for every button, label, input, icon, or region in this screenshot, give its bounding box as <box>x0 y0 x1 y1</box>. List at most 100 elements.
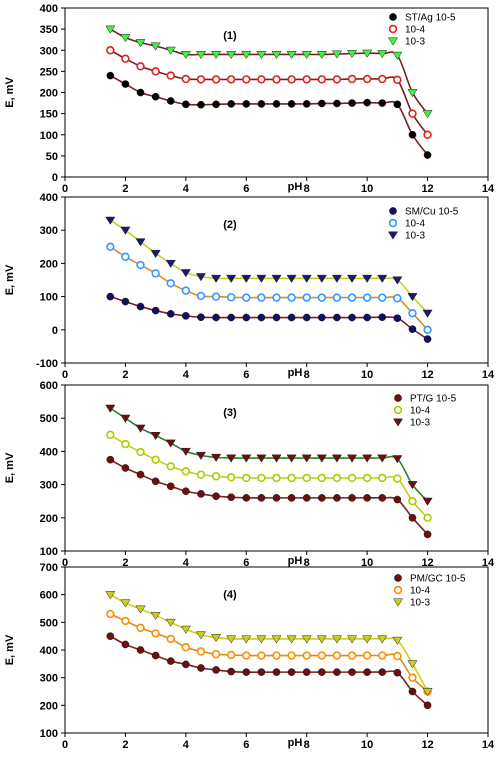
data-point <box>378 668 387 676</box>
data-point <box>346 50 358 59</box>
data-point <box>316 274 327 283</box>
data-point <box>135 605 146 614</box>
data-point <box>135 424 146 433</box>
data-point <box>241 454 252 463</box>
data-point <box>423 130 432 139</box>
y-tick-label: 200 <box>40 88 58 100</box>
data-point <box>212 313 220 322</box>
y-tick-label: 250 <box>40 66 58 78</box>
data-point <box>211 75 221 84</box>
data-point <box>362 651 372 660</box>
y-tick-label: 100 <box>40 292 58 304</box>
data-point <box>393 100 402 109</box>
y-tick-label: 100 <box>40 546 58 558</box>
data-point <box>318 494 326 502</box>
legend-label: 10-3 <box>405 231 425 242</box>
data-point <box>287 313 296 322</box>
data-point <box>332 473 342 483</box>
data-point <box>197 100 205 109</box>
data-point <box>393 495 402 504</box>
data-point <box>151 92 160 101</box>
data-point <box>302 473 311 483</box>
legend-marker <box>387 37 399 46</box>
data-point <box>286 274 297 283</box>
data-point <box>272 651 281 660</box>
data-point <box>256 51 267 60</box>
data-point <box>333 668 341 676</box>
data-point <box>287 75 296 84</box>
legend-marker <box>394 574 402 582</box>
data-point <box>151 455 160 464</box>
data-point <box>348 99 356 107</box>
legend-marker <box>392 598 404 607</box>
data-point <box>408 130 417 139</box>
data-point <box>212 100 220 109</box>
x-tick-label: 6 <box>243 369 249 381</box>
data-point <box>211 634 222 643</box>
data-point <box>333 99 341 108</box>
data-point <box>166 71 175 80</box>
x-tick-label: 2 <box>122 369 128 381</box>
data-point <box>333 313 341 322</box>
legend-marker <box>393 405 403 415</box>
data-point <box>331 635 342 644</box>
data-point <box>257 668 266 676</box>
legend-label: 10-3 <box>405 37 425 48</box>
y-tick-label: 500 <box>40 617 58 629</box>
data-point <box>423 530 432 539</box>
data-point <box>318 99 326 108</box>
data-point <box>408 687 417 696</box>
data-point <box>151 67 160 76</box>
data-point <box>348 494 356 502</box>
data-point <box>408 673 417 682</box>
data-point <box>407 481 418 490</box>
y-tick-label: 200 <box>40 258 58 270</box>
data-point <box>423 151 432 159</box>
data-point <box>362 454 373 463</box>
data-point <box>316 454 327 463</box>
data-point <box>150 42 161 51</box>
data-point <box>121 80 130 88</box>
legend-label: PT/G 10-5 <box>410 394 457 405</box>
series-line <box>110 295 429 340</box>
data-point <box>272 293 281 302</box>
data-point <box>105 591 116 600</box>
data-point <box>166 97 175 105</box>
data-point <box>121 439 130 449</box>
data-point <box>181 74 191 84</box>
data-point <box>272 473 281 483</box>
data-point <box>363 668 371 676</box>
x-tick-label: 14 <box>482 183 495 195</box>
series-line <box>109 74 429 156</box>
data-point <box>120 226 131 235</box>
data-point <box>165 46 176 55</box>
data-point <box>317 293 327 302</box>
data-point <box>242 100 251 108</box>
legend-marker <box>394 394 402 402</box>
data-point <box>301 635 312 644</box>
y-tick-label: 400 <box>40 3 58 15</box>
data-point <box>271 454 282 463</box>
data-point <box>121 297 130 306</box>
data-point <box>242 75 251 84</box>
data-point <box>257 473 266 483</box>
data-point <box>422 110 433 119</box>
y-tick-label: 0 <box>52 325 58 337</box>
data-point <box>151 651 160 660</box>
x-tick-label: 2 <box>122 183 128 195</box>
data-point <box>242 651 251 660</box>
data-point <box>226 75 236 84</box>
data-point <box>241 51 252 60</box>
data-point <box>392 636 403 645</box>
x-tick-label: 8 <box>304 183 310 195</box>
data-point <box>135 39 146 48</box>
legend-label: 10-4 <box>410 586 430 597</box>
data-point <box>286 454 297 463</box>
y-tick-label: 500 <box>40 413 58 425</box>
y-tick-label: 300 <box>40 225 58 237</box>
data-point <box>166 310 175 318</box>
data-point <box>331 50 342 59</box>
data-point <box>331 454 342 463</box>
series-line <box>109 613 429 693</box>
